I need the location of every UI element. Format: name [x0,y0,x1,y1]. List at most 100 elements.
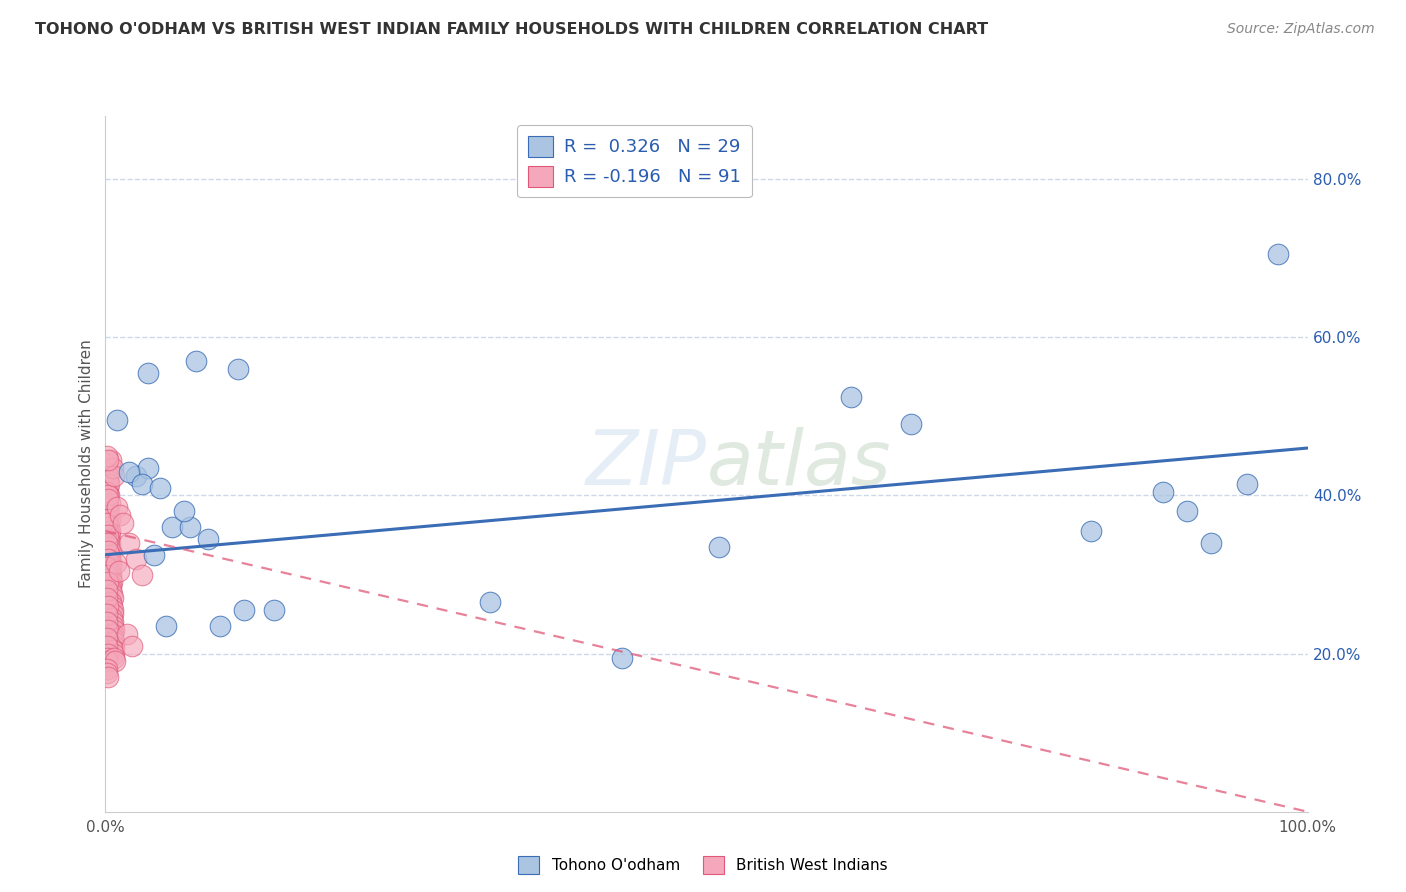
Point [101,460,124,475]
Point [142,548,165,562]
Point [104,655,127,669]
Point [232,603,254,617]
Point [900,417,922,432]
Point [101,627,124,641]
Point [131,567,153,582]
Point [479,595,502,609]
Point [97,551,120,566]
Text: atlas: atlas [707,427,891,500]
Point [107,413,129,427]
Point [100,556,122,570]
Point [103,631,125,645]
Point [263,603,285,617]
Point [96,666,118,681]
Point [103,619,125,633]
Point [101,611,124,625]
Point [100,567,122,582]
Point [98,551,121,566]
Point [101,587,124,601]
Point [160,520,183,534]
Point [98,528,121,542]
Point [131,476,153,491]
Point [612,650,634,665]
Point [101,603,124,617]
Legend: R =  0.326   N = 29, R = -0.196   N = 91: R = 0.326 N = 29, R = -0.196 N = 91 [517,125,752,197]
Point [118,465,141,479]
Point [1080,524,1102,538]
Point [105,556,128,570]
Point [136,460,159,475]
Point [1175,504,1198,518]
Point [112,516,135,530]
Point [101,615,124,629]
Point [100,572,122,586]
Point [100,559,122,574]
Point [148,481,170,495]
Point [124,468,146,483]
Legend: Tohono O'odham, British West Indians: Tohono O'odham, British West Indians [512,850,894,880]
Point [97,468,120,483]
Point [98,532,121,546]
Point [97,544,120,558]
Point [97,453,120,467]
Point [184,354,207,368]
Point [98,512,121,526]
Point [100,583,122,598]
Point [96,567,118,582]
Point [108,508,131,523]
Point [96,655,118,669]
Point [707,540,730,554]
Point [97,492,120,507]
Point [96,536,118,550]
Point [101,599,124,614]
Point [1267,247,1289,261]
Point [101,591,124,606]
Point [100,544,122,558]
Point [96,512,118,526]
Point [100,579,122,593]
Point [107,564,129,578]
Point [103,607,125,621]
Point [97,647,120,661]
Point [179,520,201,534]
Point [100,453,122,467]
Point [98,564,121,578]
Point [839,390,862,404]
Point [96,460,118,475]
Point [97,599,120,614]
Point [96,465,118,479]
Point [96,457,118,471]
Text: Source: ZipAtlas.com: Source: ZipAtlas.com [1227,22,1375,37]
Point [97,500,120,515]
Point [98,488,121,502]
Point [97,575,120,590]
Point [96,631,118,645]
Point [96,650,118,665]
Point [96,607,118,621]
Point [96,516,118,530]
Point [98,496,121,510]
Point [98,548,121,562]
Point [98,476,121,491]
Point [1201,536,1223,550]
Point [226,362,249,376]
Point [98,508,121,523]
Point [124,551,146,566]
Point [96,449,118,463]
Point [97,488,120,502]
Point [118,536,141,550]
Point [98,524,121,538]
Point [103,639,125,653]
Point [96,615,118,629]
Point [97,473,120,487]
Point [97,473,120,487]
Point [103,634,125,648]
Point [97,516,120,530]
Point [98,520,121,534]
Point [96,484,118,499]
Point [96,583,118,598]
Point [121,639,143,653]
Point [155,619,177,633]
Point [97,623,120,637]
Point [96,639,118,653]
